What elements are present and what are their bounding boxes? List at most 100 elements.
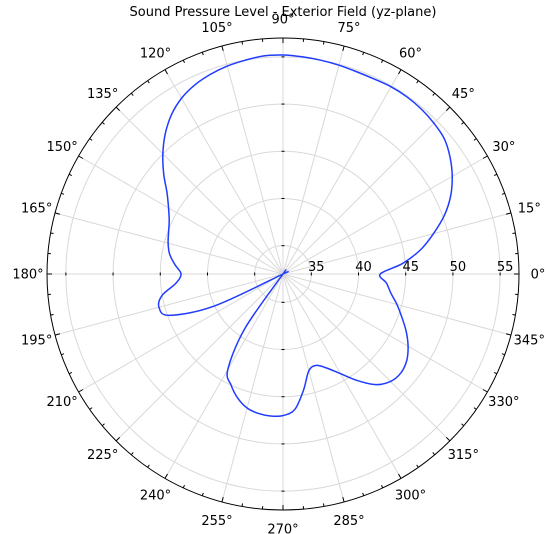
angle-label-0: 0° — [531, 268, 546, 283]
angular-tick-245 — [182, 484, 185, 489]
angular-tick-200 — [61, 353, 65, 356]
angular-tick-30 — [482, 155, 488, 159]
angular-tick-65 — [381, 59, 384, 64]
grid-spoke-60 — [282, 69, 402, 275]
grid-spoke-240 — [164, 273, 284, 479]
radial-tick-label-40: 40 — [355, 260, 372, 275]
angle-label-105: 105° — [201, 21, 232, 36]
angle-label-240: 240° — [140, 488, 171, 503]
angular-tick-255 — [221, 496, 224, 503]
angular-tick-290 — [362, 492, 365, 496]
grid-spoke-195 — [54, 273, 284, 336]
grid-spoke-150 — [78, 155, 284, 275]
angle-label-120: 120° — [140, 47, 171, 62]
radial-tick-label-45: 45 — [402, 260, 419, 275]
grid-spoke-315 — [282, 273, 451, 442]
grid-spoke-135 — [115, 106, 284, 275]
angular-tick-60 — [398, 69, 402, 75]
angle-label-30: 30° — [492, 140, 515, 155]
angular-tick-45 — [445, 106, 451, 112]
angular-tick-15 — [505, 212, 512, 215]
grid-spoke-45 — [282, 106, 451, 275]
angular-tick-125 — [147, 80, 150, 84]
angular-tick-130 — [130, 92, 134, 96]
angular-tick-160 — [61, 192, 65, 195]
angle-label-60: 60° — [399, 47, 422, 62]
grid-spoke-165 — [54, 212, 284, 275]
angle-label-75: 75° — [337, 21, 360, 36]
angle-label-300: 300° — [395, 488, 426, 503]
angular-tick-100 — [241, 41, 244, 45]
angular-tick-205 — [68, 372, 73, 375]
angular-tick-305 — [416, 464, 419, 468]
angular-tick-40 — [461, 121, 465, 125]
grid-spoke-30 — [282, 155, 488, 275]
tick-marks — [47, 38, 519, 510]
grid-spoke-255 — [221, 273, 284, 503]
angle-label-15: 15° — [518, 202, 541, 217]
angular-tick-150 — [78, 155, 84, 159]
angular-tick-195 — [54, 333, 61, 336]
radial-tick-label-50: 50 — [450, 260, 467, 275]
grid-spoke-300 — [282, 273, 402, 479]
angular-tick-310 — [432, 452, 436, 456]
angle-label-165: 165° — [21, 202, 52, 217]
angular-tick-10 — [512, 232, 516, 235]
angular-tick-25 — [493, 173, 498, 176]
angle-label-135: 135° — [87, 87, 118, 102]
angular-tick-210 — [78, 389, 84, 393]
grid-spoke-225 — [115, 273, 284, 442]
angle-label-270: 270° — [267, 523, 298, 534]
angular-tick-145 — [89, 138, 93, 141]
angular-tick-330 — [482, 389, 488, 393]
angular-tick-190 — [50, 313, 54, 316]
series-layer — [157, 54, 453, 418]
angular-tick-315 — [445, 436, 451, 442]
angle-label-315: 315° — [448, 448, 479, 463]
angle-label-90: 90° — [271, 13, 294, 28]
angular-tick-120 — [164, 69, 168, 75]
angular-tick-105 — [221, 45, 224, 52]
angle-label-180: 180° — [12, 268, 43, 283]
angular-tick-240 — [164, 473, 168, 479]
grid-spoke-15 — [282, 212, 512, 275]
angle-label-210: 210° — [46, 395, 77, 410]
axis-labels: 35 40 45 50 55 0° 15° 30° 45° 60° 75° 90° 105° 120° 13… — [12, 13, 545, 534]
angular-tick-115 — [182, 59, 185, 64]
grid-spoke-75 — [282, 45, 345, 275]
angular-tick-295 — [381, 484, 384, 489]
angular-tick-335 — [493, 372, 498, 375]
angular-tick-340 — [501, 353, 505, 356]
angular-tick-345 — [505, 333, 512, 336]
angular-tick-140 — [101, 121, 105, 125]
angle-label-255: 255° — [201, 514, 232, 529]
radial-tick-label-35: 35 — [308, 260, 325, 275]
angular-tick-75 — [342, 45, 345, 52]
angle-label-285: 285° — [333, 514, 364, 529]
angular-tick-50 — [432, 92, 436, 96]
angular-tick-165 — [54, 212, 61, 215]
angular-tick-225 — [115, 436, 121, 442]
angle-label-330: 330° — [488, 395, 519, 410]
angular-tick-285 — [342, 496, 345, 503]
angular-tick-80 — [322, 41, 325, 45]
angle-label-225: 225° — [87, 448, 118, 463]
angular-tick-325 — [473, 407, 477, 410]
angle-label-195: 195° — [21, 333, 52, 348]
angular-tick-35 — [473, 138, 477, 141]
angular-tick-300 — [398, 473, 402, 479]
angular-tick-280 — [322, 503, 325, 507]
series-line-0 — [157, 54, 453, 418]
angular-tick-260 — [241, 503, 244, 507]
angular-tick-70 — [362, 52, 365, 56]
grid-spoke-120 — [164, 69, 284, 275]
grid-spoke-105 — [221, 45, 284, 275]
angular-tick-230 — [130, 452, 134, 456]
angular-tick-20 — [501, 192, 505, 195]
angle-label-345: 345° — [514, 333, 545, 348]
angular-tick-155 — [68, 173, 73, 176]
grid-spoke-210 — [78, 273, 284, 393]
radial-tick-label-55: 55 — [497, 260, 514, 275]
angular-tick-320 — [461, 423, 465, 427]
